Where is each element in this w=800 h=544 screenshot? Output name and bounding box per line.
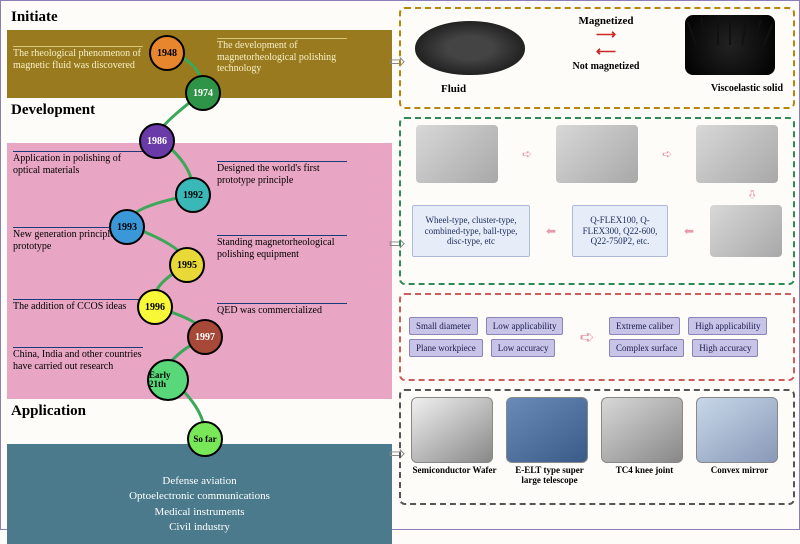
viscoelastic-image [685, 15, 775, 75]
app-item: TC4 knee joint [601, 397, 689, 486]
node-1974: 1974 [185, 75, 221, 111]
node-early21: Early 21th [147, 359, 189, 401]
models-box: Q-FLEX100, Q-FLEX300, Q22-600, Q22-750P2… [572, 205, 668, 257]
fluid-solid-panel: Fluid Magnetized ⟶ ⟵ Not magnetized Visc… [399, 7, 795, 109]
old-tag: Small diameter [409, 317, 478, 335]
node-1948: 1948 [149, 35, 185, 71]
wafer-image [411, 397, 493, 463]
new-tag: High applicability [688, 317, 767, 335]
event-1995: Standing magnetorheological polishing eq… [217, 237, 347, 260]
arrow-icon: ⬅ [546, 224, 556, 239]
telescope-image [506, 397, 588, 463]
event-1974: The development of magnetorheological po… [217, 40, 347, 75]
event-1997: QED was commercialized [217, 305, 322, 317]
app-item: Convex mirror [696, 397, 784, 486]
equipment-image [710, 205, 782, 257]
arrow-icon: ➪ [522, 147, 532, 162]
node-1986: 1986 [139, 123, 175, 159]
app-caption: Convex mirror [696, 466, 784, 476]
node-1993: 1993 [109, 209, 145, 245]
app-list-item: Optoelectronic communications [11, 489, 388, 504]
application-label: Application [11, 403, 392, 420]
event-1948: The rheological phenomenon of magnetic f… [13, 48, 143, 71]
arrow-icon: ➪ [744, 189, 759, 199]
event-1992: Designed the world's first prototype pri… [217, 163, 347, 186]
types-box: Wheel-type, cluster-type, combined-type,… [412, 205, 530, 257]
fluid-caption: Fluid [441, 83, 466, 95]
app-list-item: Civil industry [11, 520, 388, 535]
app-item: Semiconductor Wafer [411, 397, 499, 486]
app-caption: E-ELT type super large telescope [506, 466, 594, 486]
equipment-panel: ➪ ➪ ➪ Wheel-type, cluster-type, combined… [399, 117, 795, 285]
node-1996: 1996 [137, 289, 173, 325]
arrow-icon: ⬅ [684, 224, 694, 239]
convex-mirror-image [696, 397, 778, 463]
comparison-panel: Small diameter Low applicability Plane w… [399, 293, 795, 381]
application-list: Defense aviation Optoelectronic communic… [11, 474, 388, 536]
right-detail-panel: Fluid Magnetized ⟶ ⟵ Not magnetized Visc… [399, 7, 795, 525]
knee-joint-image [601, 397, 683, 463]
node-1997: 1997 [187, 319, 223, 355]
arrow-icon: ➪ [579, 327, 594, 348]
app-list-item: Defense aviation [11, 474, 388, 489]
magnetized-label: Magnetized [551, 15, 661, 27]
old-tag: Low applicability [486, 317, 564, 335]
fluid-image [415, 21, 525, 75]
initiate-label: Initiate [11, 9, 392, 26]
left-arrow-icon: ⟵ [551, 44, 661, 61]
applications-panel: Semiconductor Wafer E-ELT type super lar… [399, 389, 795, 505]
equipment-image [416, 125, 498, 183]
equipment-image [696, 125, 778, 183]
app-caption: Semiconductor Wafer [411, 466, 499, 476]
old-tag: Plane workpiece [409, 339, 483, 357]
node-1995: 1995 [169, 247, 205, 283]
arrow-icon: ➪ [662, 147, 672, 162]
app-list-item: Medical instruments [11, 505, 388, 520]
old-tag: Low accuracy [491, 339, 556, 357]
equipment-image [556, 125, 638, 183]
event-1986: Application in polishing of optical mate… [13, 153, 143, 176]
event-1996: The addition of CCOS ideas [13, 301, 126, 313]
app-caption: TC4 knee joint [601, 466, 689, 476]
new-tag: Extreme caliber [609, 317, 680, 335]
not-magnetized-label: Not magnetized [551, 61, 661, 72]
node-1992: 1992 [175, 177, 211, 213]
right-arrow-icon: ⟶ [551, 27, 661, 44]
app-item: E-ELT type super large telescope [506, 397, 594, 486]
node-sofar: So far [187, 421, 223, 457]
solid-caption: Viscoelastic solid [711, 83, 783, 94]
event-early21: China, India and other countries have ca… [13, 349, 143, 372]
new-tag: Complex surface [609, 339, 684, 357]
new-tag: High accuracy [692, 339, 758, 357]
left-timeline-panel: Initiate The rheological phenomenon of m… [7, 7, 392, 525]
application-box: Defense aviation Optoelectronic communic… [7, 444, 392, 544]
